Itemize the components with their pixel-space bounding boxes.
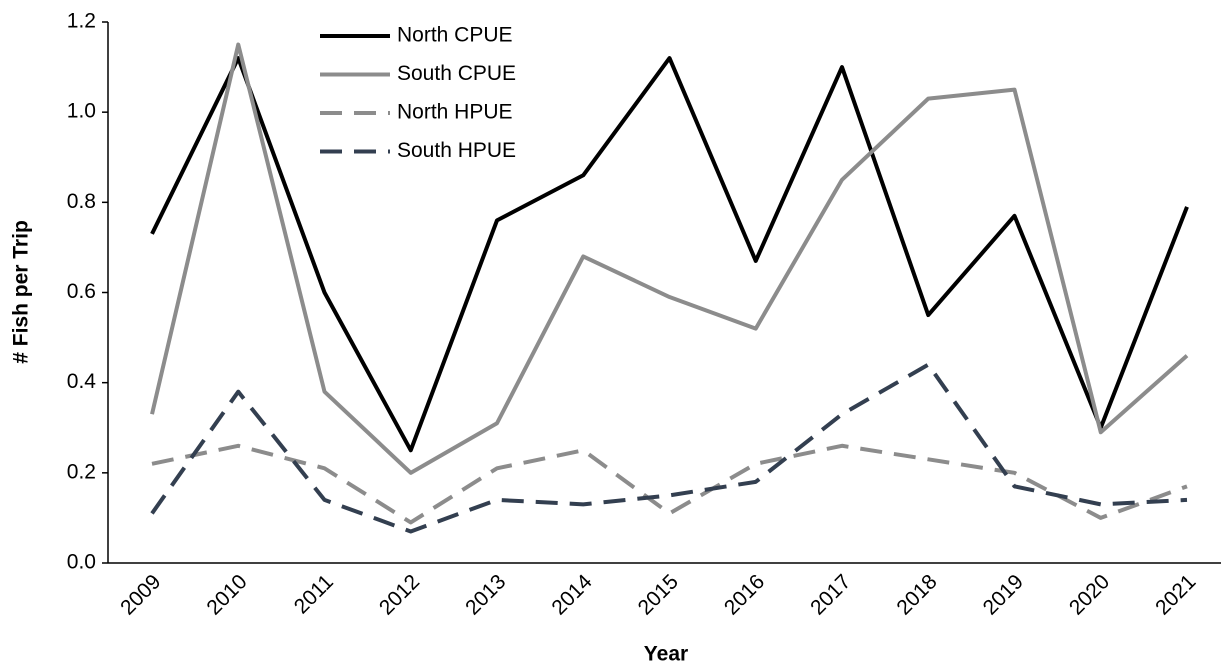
x-tick-label: 2019: [979, 570, 1028, 619]
y-tick-label: 1.2: [67, 10, 96, 33]
y-tick-label: 0.6: [67, 280, 96, 303]
series-line: [150, 42, 1189, 475]
x-tick-label: 2014: [547, 570, 597, 620]
legend-label: South CPUE: [397, 62, 516, 85]
series-line: [151, 443, 1188, 525]
y-tick-label: 0.0: [67, 551, 96, 574]
series-line: [150, 56, 1189, 453]
y-tick-label: 1.0: [67, 100, 96, 123]
x-tick-label: 2016: [720, 570, 769, 619]
x-tick-label: 2017: [806, 570, 855, 619]
x-tick-label: 2015: [634, 570, 683, 619]
x-tick-label: 2018: [892, 570, 941, 619]
y-tick-label: 0.2: [67, 460, 96, 483]
legend-label: North HPUE: [397, 101, 513, 124]
x-tick-label: 2010: [202, 570, 251, 619]
x-tick-label: 2020: [1065, 570, 1114, 619]
x-tick-label: 2013: [461, 570, 510, 619]
series-line: [150, 362, 1188, 534]
y-axis-label: # Fish per Trip: [10, 220, 33, 364]
x-axis-label: Year: [644, 643, 688, 666]
x-tick-label: 2009: [116, 570, 165, 619]
x-tick-label: 2021: [1151, 570, 1200, 619]
x-tick-label: 2011: [290, 570, 338, 618]
y-tick-label: 0.8: [67, 190, 96, 213]
legend-label: South HPUE: [397, 139, 516, 162]
legend-label: North CPUE: [397, 24, 513, 47]
x-tick-label: 2012: [375, 570, 424, 619]
y-tick-label: 0.4: [67, 370, 97, 393]
